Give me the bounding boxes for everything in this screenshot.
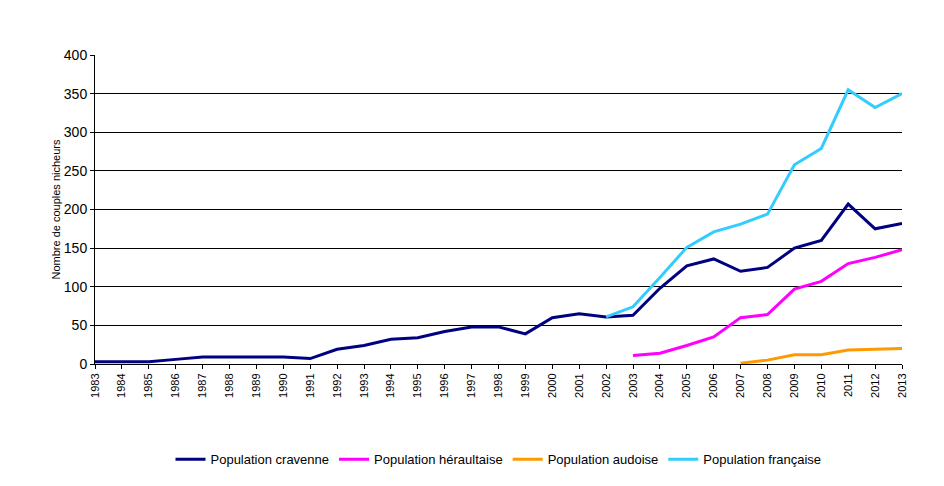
- svg-text:2012: 2012: [869, 373, 881, 397]
- svg-text:1983: 1983: [89, 373, 101, 397]
- svg-text:200: 200: [64, 201, 88, 217]
- svg-text:1985: 1985: [142, 373, 154, 397]
- svg-text:2004: 2004: [653, 373, 665, 397]
- svg-text:350: 350: [64, 86, 88, 102]
- svg-text:2009: 2009: [788, 373, 800, 397]
- svg-text:400: 400: [64, 47, 88, 63]
- svg-text:0: 0: [79, 356, 87, 372]
- svg-text:2003: 2003: [627, 373, 639, 397]
- svg-text:1986: 1986: [169, 373, 181, 397]
- svg-text:1992: 1992: [331, 373, 343, 397]
- svg-text:50: 50: [72, 317, 88, 333]
- svg-text:Population héraultaise: Population héraultaise: [374, 452, 503, 467]
- svg-text:Population audoise: Population audoise: [548, 452, 659, 467]
- svg-text:2002: 2002: [600, 373, 612, 397]
- svg-text:2013: 2013: [896, 373, 908, 397]
- svg-text:2005: 2005: [680, 373, 692, 397]
- svg-text:2000: 2000: [546, 373, 558, 397]
- svg-text:250: 250: [64, 163, 88, 179]
- svg-text:1999: 1999: [519, 373, 531, 397]
- svg-text:2010: 2010: [815, 373, 827, 397]
- svg-text:1991: 1991: [304, 373, 316, 397]
- svg-text:1996: 1996: [438, 373, 450, 397]
- svg-text:300: 300: [64, 124, 88, 140]
- svg-text:2006: 2006: [707, 373, 719, 397]
- svg-text:1990: 1990: [277, 373, 289, 397]
- svg-text:2007: 2007: [734, 373, 746, 397]
- svg-text:Nombre de couples nicheurs: Nombre de couples nicheurs: [50, 139, 62, 280]
- svg-text:2001: 2001: [573, 373, 585, 397]
- svg-text:1998: 1998: [492, 373, 504, 397]
- svg-text:2008: 2008: [761, 373, 773, 397]
- svg-text:1988: 1988: [223, 373, 235, 397]
- svg-text:1994: 1994: [384, 373, 396, 397]
- svg-text:1989: 1989: [250, 373, 262, 397]
- svg-text:Population cravenne: Population cravenne: [211, 452, 330, 467]
- svg-text:100: 100: [64, 279, 88, 295]
- svg-text:150: 150: [64, 240, 88, 256]
- svg-text:1984: 1984: [115, 373, 127, 397]
- svg-text:2011: 2011: [842, 373, 854, 397]
- svg-text:1997: 1997: [465, 373, 477, 397]
- svg-text:1987: 1987: [196, 373, 208, 397]
- svg-text:Population française: Population française: [703, 452, 821, 467]
- svg-text:1993: 1993: [358, 373, 370, 397]
- svg-text:1995: 1995: [411, 373, 423, 397]
